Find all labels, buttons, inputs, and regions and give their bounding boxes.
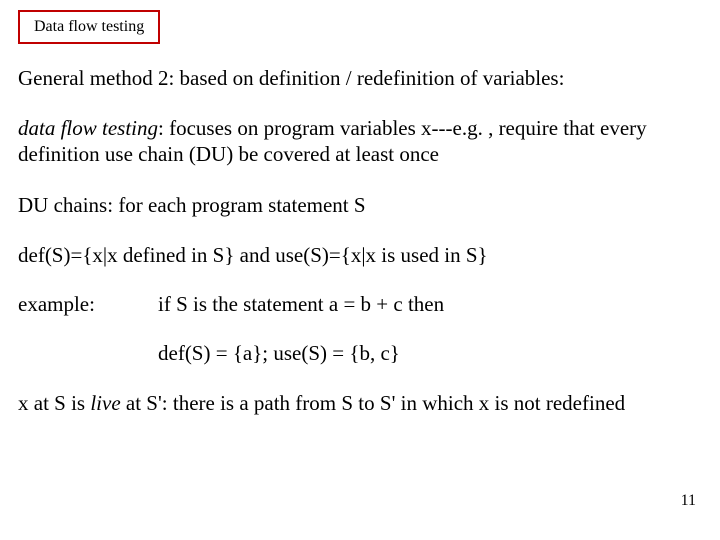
title-box: Data flow testing [18,10,160,44]
page-number: 11 [681,492,696,510]
example-label: example: [18,292,158,317]
paragraph-def-use: def(S)={x|x defined in S} and use(S)={x|… [18,242,702,268]
dataflow-term: data flow testing [18,116,158,140]
live-text-b: at S': there is a path from S to S' in w… [121,391,625,415]
paragraph-du-chains: DU chains: for each program statement S [18,192,702,218]
paragraph-data-flow: data flow testing: focuses on program va… [18,115,702,168]
title-text: Data flow testing [34,18,144,35]
section-heading: General method 2: based on definition / … [18,66,702,91]
example-row: example: if S is the statement a = b + c… [18,292,702,317]
example-defuse: def(S) = {a}; use(S) = {b, c} [158,341,702,366]
live-term: live [90,391,120,415]
paragraph-live: x at S is live at S': there is a path fr… [18,390,702,416]
live-text-a: x at S is [18,391,90,415]
example-statement: if S is the statement a = b + c then [158,292,702,317]
